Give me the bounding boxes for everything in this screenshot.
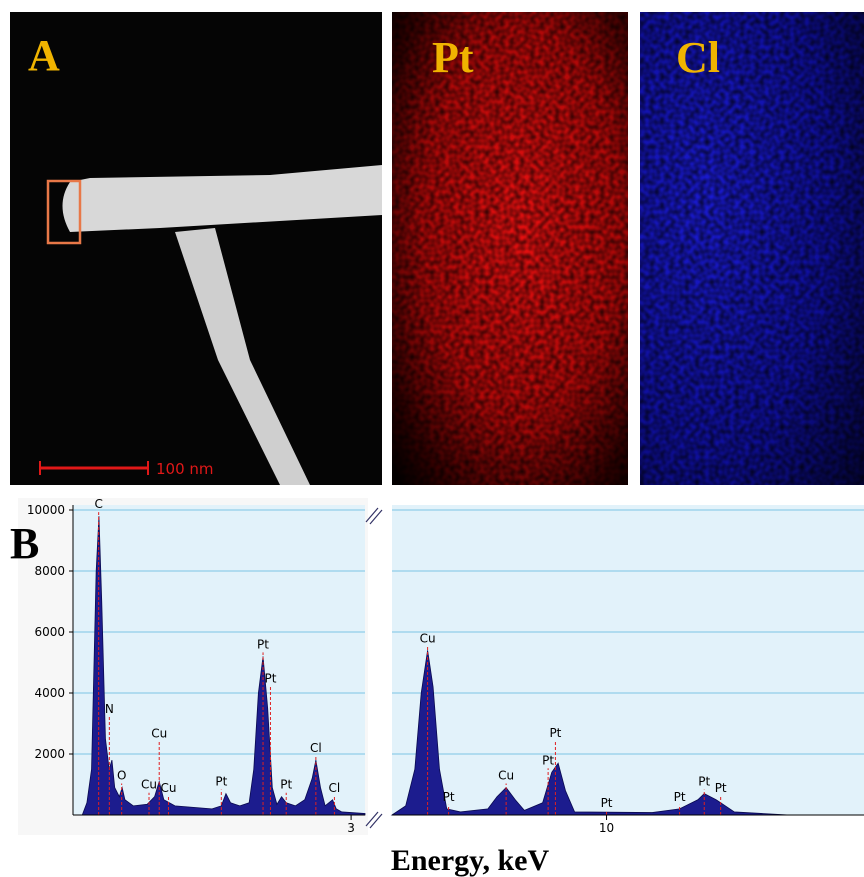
- cl-map-noise: [640, 12, 864, 485]
- y-tick-label: 10000: [27, 503, 65, 517]
- peak-label: Pt: [257, 637, 269, 651]
- y-tick-label: 6000: [34, 625, 65, 639]
- peak-label: Pt: [674, 790, 686, 804]
- peak-label: Cu: [151, 726, 167, 740]
- peak-label: N: [105, 702, 114, 716]
- map-label: Pt: [432, 33, 474, 82]
- peak-label: Pt: [443, 790, 455, 804]
- x-tick-label: 3: [347, 821, 355, 835]
- peak-label: Pt: [601, 796, 613, 810]
- scale-label: 100 nm: [156, 460, 214, 478]
- peak-label: Pt: [542, 753, 554, 767]
- nanowire-branch: [175, 228, 310, 485]
- peak-label: Pt: [215, 775, 227, 789]
- map-label: Cl: [676, 33, 720, 82]
- panel-label: B: [10, 519, 39, 568]
- peak-label: Cl: [329, 781, 341, 795]
- peak-label: Pt: [280, 778, 292, 792]
- y-tick-label: 4000: [34, 686, 65, 700]
- peak-label: Cl: [310, 741, 322, 755]
- selection-box: [46, 179, 82, 245]
- peak-label: Cu: [498, 769, 514, 783]
- peak-label: Cu: [420, 631, 436, 645]
- nanowire: [62, 165, 382, 232]
- peak-label: Cu: [160, 781, 176, 795]
- peak-label: Pt: [715, 781, 727, 795]
- pt-map-noise: [392, 12, 628, 485]
- x-axis-label: Energy, keV: [391, 844, 550, 877]
- peak-label: Cu: [141, 778, 157, 792]
- peak-label: Pt: [549, 726, 561, 740]
- panel-label: A: [28, 31, 60, 80]
- spectrum: [81, 516, 366, 816]
- axis-break: [365, 507, 383, 829]
- y-tick-label: 2000: [34, 747, 65, 761]
- peak-label: Pt: [698, 775, 710, 789]
- peak-label: O: [117, 769, 126, 783]
- y-tick-label: 8000: [34, 564, 65, 578]
- peak-label: Pt: [264, 671, 276, 685]
- plot-area: [392, 505, 864, 815]
- peak-label: C: [94, 497, 102, 511]
- spectrum: [390, 650, 864, 816]
- x-tick-label: 10: [599, 821, 614, 835]
